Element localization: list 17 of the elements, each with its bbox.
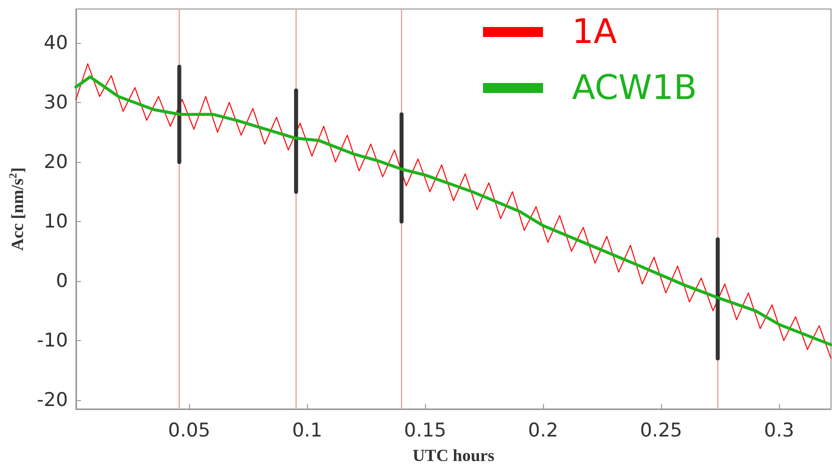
x-tick-label: 0.15 — [404, 420, 446, 442]
legend-label: ACW1B — [572, 68, 698, 108]
x-tick-label: 0.2 — [528, 420, 558, 442]
y-tick-label: 0 — [56, 270, 68, 292]
x-tick-label: 0.25 — [640, 420, 682, 442]
y-tick-label: 30 — [44, 91, 68, 114]
y-tick-label: 20 — [44, 150, 68, 173]
x-tick-label: 0.3 — [764, 420, 794, 442]
y-tick-label: 40 — [44, 32, 68, 54]
y-tick-label: 10 — [44, 210, 68, 232]
x-tick-label: 0.05 — [168, 420, 210, 442]
y-tick-label: -20 — [36, 389, 68, 412]
x-axis-title: UTC hours — [412, 446, 495, 465]
y-tick-label: -10 — [36, 330, 68, 352]
legend-label: 1A — [572, 12, 617, 52]
x-tick-label: 0.1 — [292, 420, 322, 442]
y-axis-title: Acc [nm/s2] — [8, 167, 27, 251]
